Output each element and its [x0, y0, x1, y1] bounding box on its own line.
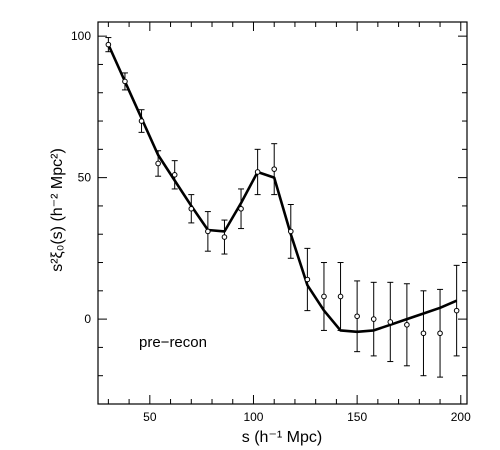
data-point: [387, 319, 394, 325]
data-point: [105, 41, 112, 48]
data-points: [105, 41, 460, 337]
model-line: [107, 44, 458, 334]
y-tick-label: 50: [78, 171, 92, 185]
data-point: [271, 166, 278, 172]
data-point: [321, 293, 327, 300]
tick-labels: 50 100 150 200 0 50 100: [71, 29, 471, 424]
plot-axes: [97, 21, 468, 405]
annotation-pre-recon: pre−recon: [139, 334, 207, 351]
data-point: [354, 313, 360, 320]
data-point: [437, 330, 443, 337]
x-axis-label: s (h⁻¹ Mpc): [242, 429, 322, 446]
x-tick-label: 50: [143, 410, 157, 424]
data-point: [138, 118, 145, 124]
data-point: [205, 228, 211, 235]
y-axis-label: s²ξ₀(s) (h⁻² Mpc²): [49, 148, 66, 272]
y-tick-label: 0: [84, 312, 91, 326]
data-point: [453, 307, 460, 314]
data-point: [304, 276, 311, 283]
data-point: [155, 160, 161, 167]
data-point: [370, 316, 377, 322]
data-point: [420, 330, 427, 337]
tick-marks: [98, 22, 467, 405]
data-point: [287, 228, 294, 235]
data-point: [188, 205, 195, 212]
data-point: [238, 205, 244, 212]
data-point: [221, 234, 228, 240]
plot-frame: [97, 21, 468, 405]
x-tick-label: 150: [347, 410, 367, 424]
data-point: [337, 293, 344, 300]
data-point: [404, 321, 410, 328]
y-tick-label: 100: [71, 29, 91, 43]
x-tick-label: 200: [451, 410, 471, 424]
data-point: [122, 78, 128, 85]
x-tick-label: 100: [243, 410, 263, 424]
data-point: [171, 172, 178, 178]
data-point: [254, 169, 261, 175]
